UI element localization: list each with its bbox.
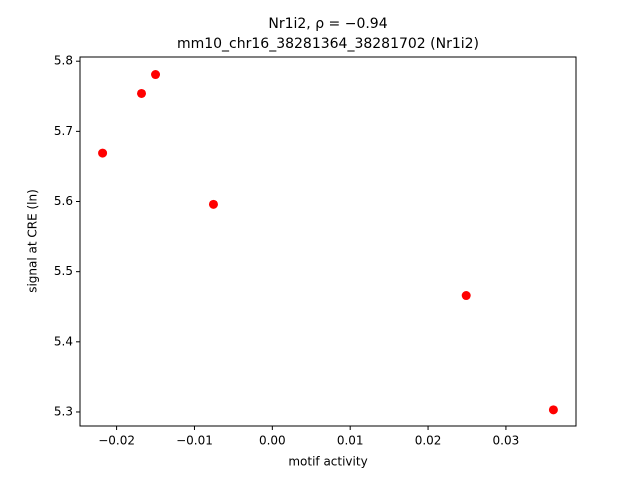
x-axis-label: motif activity (288, 455, 367, 469)
y-tick-label: 5.4 (54, 334, 73, 348)
x-tick-label: 0.01 (337, 434, 364, 448)
y-tick-label: 5.7 (54, 124, 73, 138)
y-tick-label: 5.3 (54, 404, 73, 418)
y-axis-label: signal at CRE (ln) (26, 189, 40, 293)
chart-title: Nr1i2, ρ = −0.94 (268, 16, 387, 32)
scatter-point (137, 88, 147, 98)
scatter-point (98, 148, 108, 158)
x-tick-label: 0.00 (259, 434, 286, 448)
y-tick-label: 5.5 (54, 264, 73, 278)
y-tick-label: 5.8 (54, 54, 73, 68)
scatter-point (461, 291, 471, 301)
plot-frame (79, 56, 577, 427)
x-tick-label: 0.03 (493, 434, 520, 448)
scatter-point (151, 70, 161, 80)
x-tick-label: −0.01 (176, 434, 213, 448)
scatter-point (208, 199, 218, 209)
x-tick-label: 0.02 (415, 434, 442, 448)
scatter-point (548, 405, 558, 415)
chart-subtitle: mm10_chr16_38281364_38281702 (Nr1i2) (177, 36, 479, 52)
x-tick-label: −0.02 (98, 434, 135, 448)
y-tick-label: 5.6 (54, 194, 73, 208)
